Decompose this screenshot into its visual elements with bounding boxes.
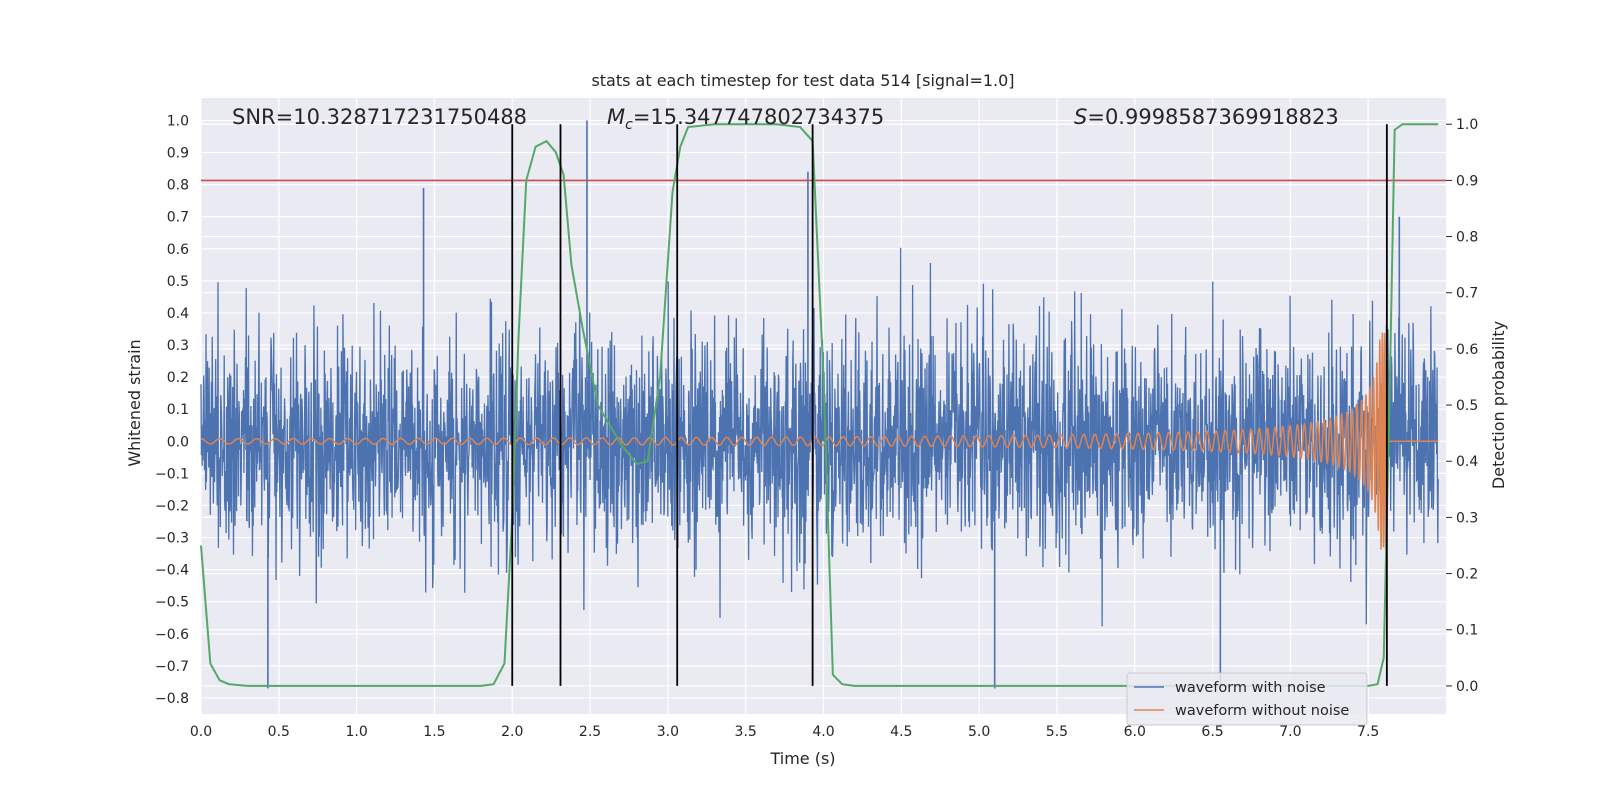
y-tick-label-right: 0.1	[1456, 623, 1478, 639]
y-tick-label-left: 0.0	[167, 434, 189, 450]
y-tick-label-left: 0.5	[167, 274, 189, 290]
annotation-mc-subscript: c	[625, 117, 633, 133]
x-tick-label: 5.0	[968, 724, 990, 740]
y-tick-label-left: 0.3	[167, 338, 189, 354]
y-tick-label-left: 0.1	[167, 402, 189, 418]
axis-ticks: 0.0 0.5 1.0 1.5 2.0 2.5 3.0 3.5 4.0 4.5 5.0 5.5 6.0 6…	[155, 113, 1478, 740]
annotation-mc-symbol: M	[607, 105, 625, 129]
annotation-mc: Mc=15.347747802734375	[607, 105, 884, 133]
y-tick-label-left: −0.6	[155, 627, 189, 643]
y-tick-label-left: 1.0	[167, 113, 189, 129]
legend: waveform with noise waveform without noi…	[1126, 672, 1368, 726]
x-axis-label: Time (s)	[769, 749, 835, 768]
y-tick-label-left: −0.7	[155, 659, 189, 675]
y-tick-label-right: 0.9	[1456, 173, 1478, 189]
y-tick-label-right: 1.0	[1456, 117, 1478, 133]
x-tick-label: 3.0	[657, 724, 679, 740]
legend-box	[1126, 672, 1368, 726]
chart-title: stats at each timestep for test data 514…	[591, 71, 1014, 90]
y-tick-label-left: 0.2	[167, 370, 189, 386]
vertical-lines	[511, 124, 1388, 686]
x-tick-label: 6.5	[1201, 724, 1223, 740]
y-tick-label-left: 0.7	[167, 210, 189, 226]
y-tick-label-left: −0.5	[155, 595, 189, 611]
y-axis-label-right: Detection probability	[1489, 321, 1508, 489]
y-tick-label-left: 0.4	[167, 306, 189, 322]
x-tick-label: 6.0	[1124, 724, 1146, 740]
legend-label-with-noise: waveform with noise	[1175, 680, 1326, 696]
x-tick-label: 3.5	[735, 724, 757, 740]
x-tick-label: 4.5	[890, 724, 912, 740]
y-tick-label-right: 0.5	[1456, 398, 1478, 414]
y-tick-label-left: −0.8	[155, 691, 189, 707]
y-tick-label-right: 0.6	[1456, 342, 1478, 358]
series-waveform-without-noise	[200, 332, 1439, 550]
annotation-s-symbol: S	[1074, 105, 1087, 129]
x-tick-label: 0.0	[190, 724, 212, 740]
y-tick-label-right: 0.8	[1456, 230, 1478, 246]
y-tick-label-right: 0.0	[1456, 679, 1478, 695]
noise-line	[200, 247, 1439, 627]
y-tick-label-right: 0.7	[1456, 286, 1478, 302]
x-tick-label: 4.0	[812, 724, 834, 740]
y-tick-label-left: −0.3	[155, 531, 189, 547]
chirp-line	[200, 332, 1439, 550]
y-tick-label-left: −0.2	[155, 498, 189, 514]
annotation-mc-value: =15.347747802734375	[633, 105, 884, 129]
y-tick-label-left: 0.6	[167, 242, 189, 258]
y-tick-label-right: 0.2	[1456, 567, 1478, 583]
x-tick-label: 2.0	[501, 724, 523, 740]
legend-label-without-noise: waveform without noise	[1175, 703, 1349, 719]
y-tick-label-left: −0.4	[155, 563, 189, 579]
annotation-s-value: =0.9998587369918823	[1087, 105, 1338, 129]
y-tick-label-left: −0.1	[155, 466, 189, 482]
x-tick-label: 2.5	[579, 724, 601, 740]
annotation-snr: SNR=10.328717231750488	[232, 105, 527, 129]
x-tick-label: 7.0	[1279, 724, 1301, 740]
y-tick-label-right: 0.3	[1456, 510, 1478, 526]
x-tick-label: 7.5	[1357, 724, 1379, 740]
y-axis-label-left: Whitened strain	[125, 339, 144, 466]
x-tick-label: 5.5	[1046, 724, 1068, 740]
plot-area	[200, 120, 1446, 689]
x-tick-label: 1.5	[423, 724, 445, 740]
y-tick-label-left: 0.8	[167, 178, 189, 194]
annotation-s: S=0.9998587369918823	[1074, 105, 1339, 129]
y-tick-label-left: 0.9	[167, 146, 189, 162]
series-waveform-with-noise	[200, 120, 1439, 689]
x-tick-label: 1.0	[345, 724, 367, 740]
x-tick-label: 0.5	[268, 724, 290, 740]
y-tick-label-right: 0.4	[1456, 454, 1478, 470]
